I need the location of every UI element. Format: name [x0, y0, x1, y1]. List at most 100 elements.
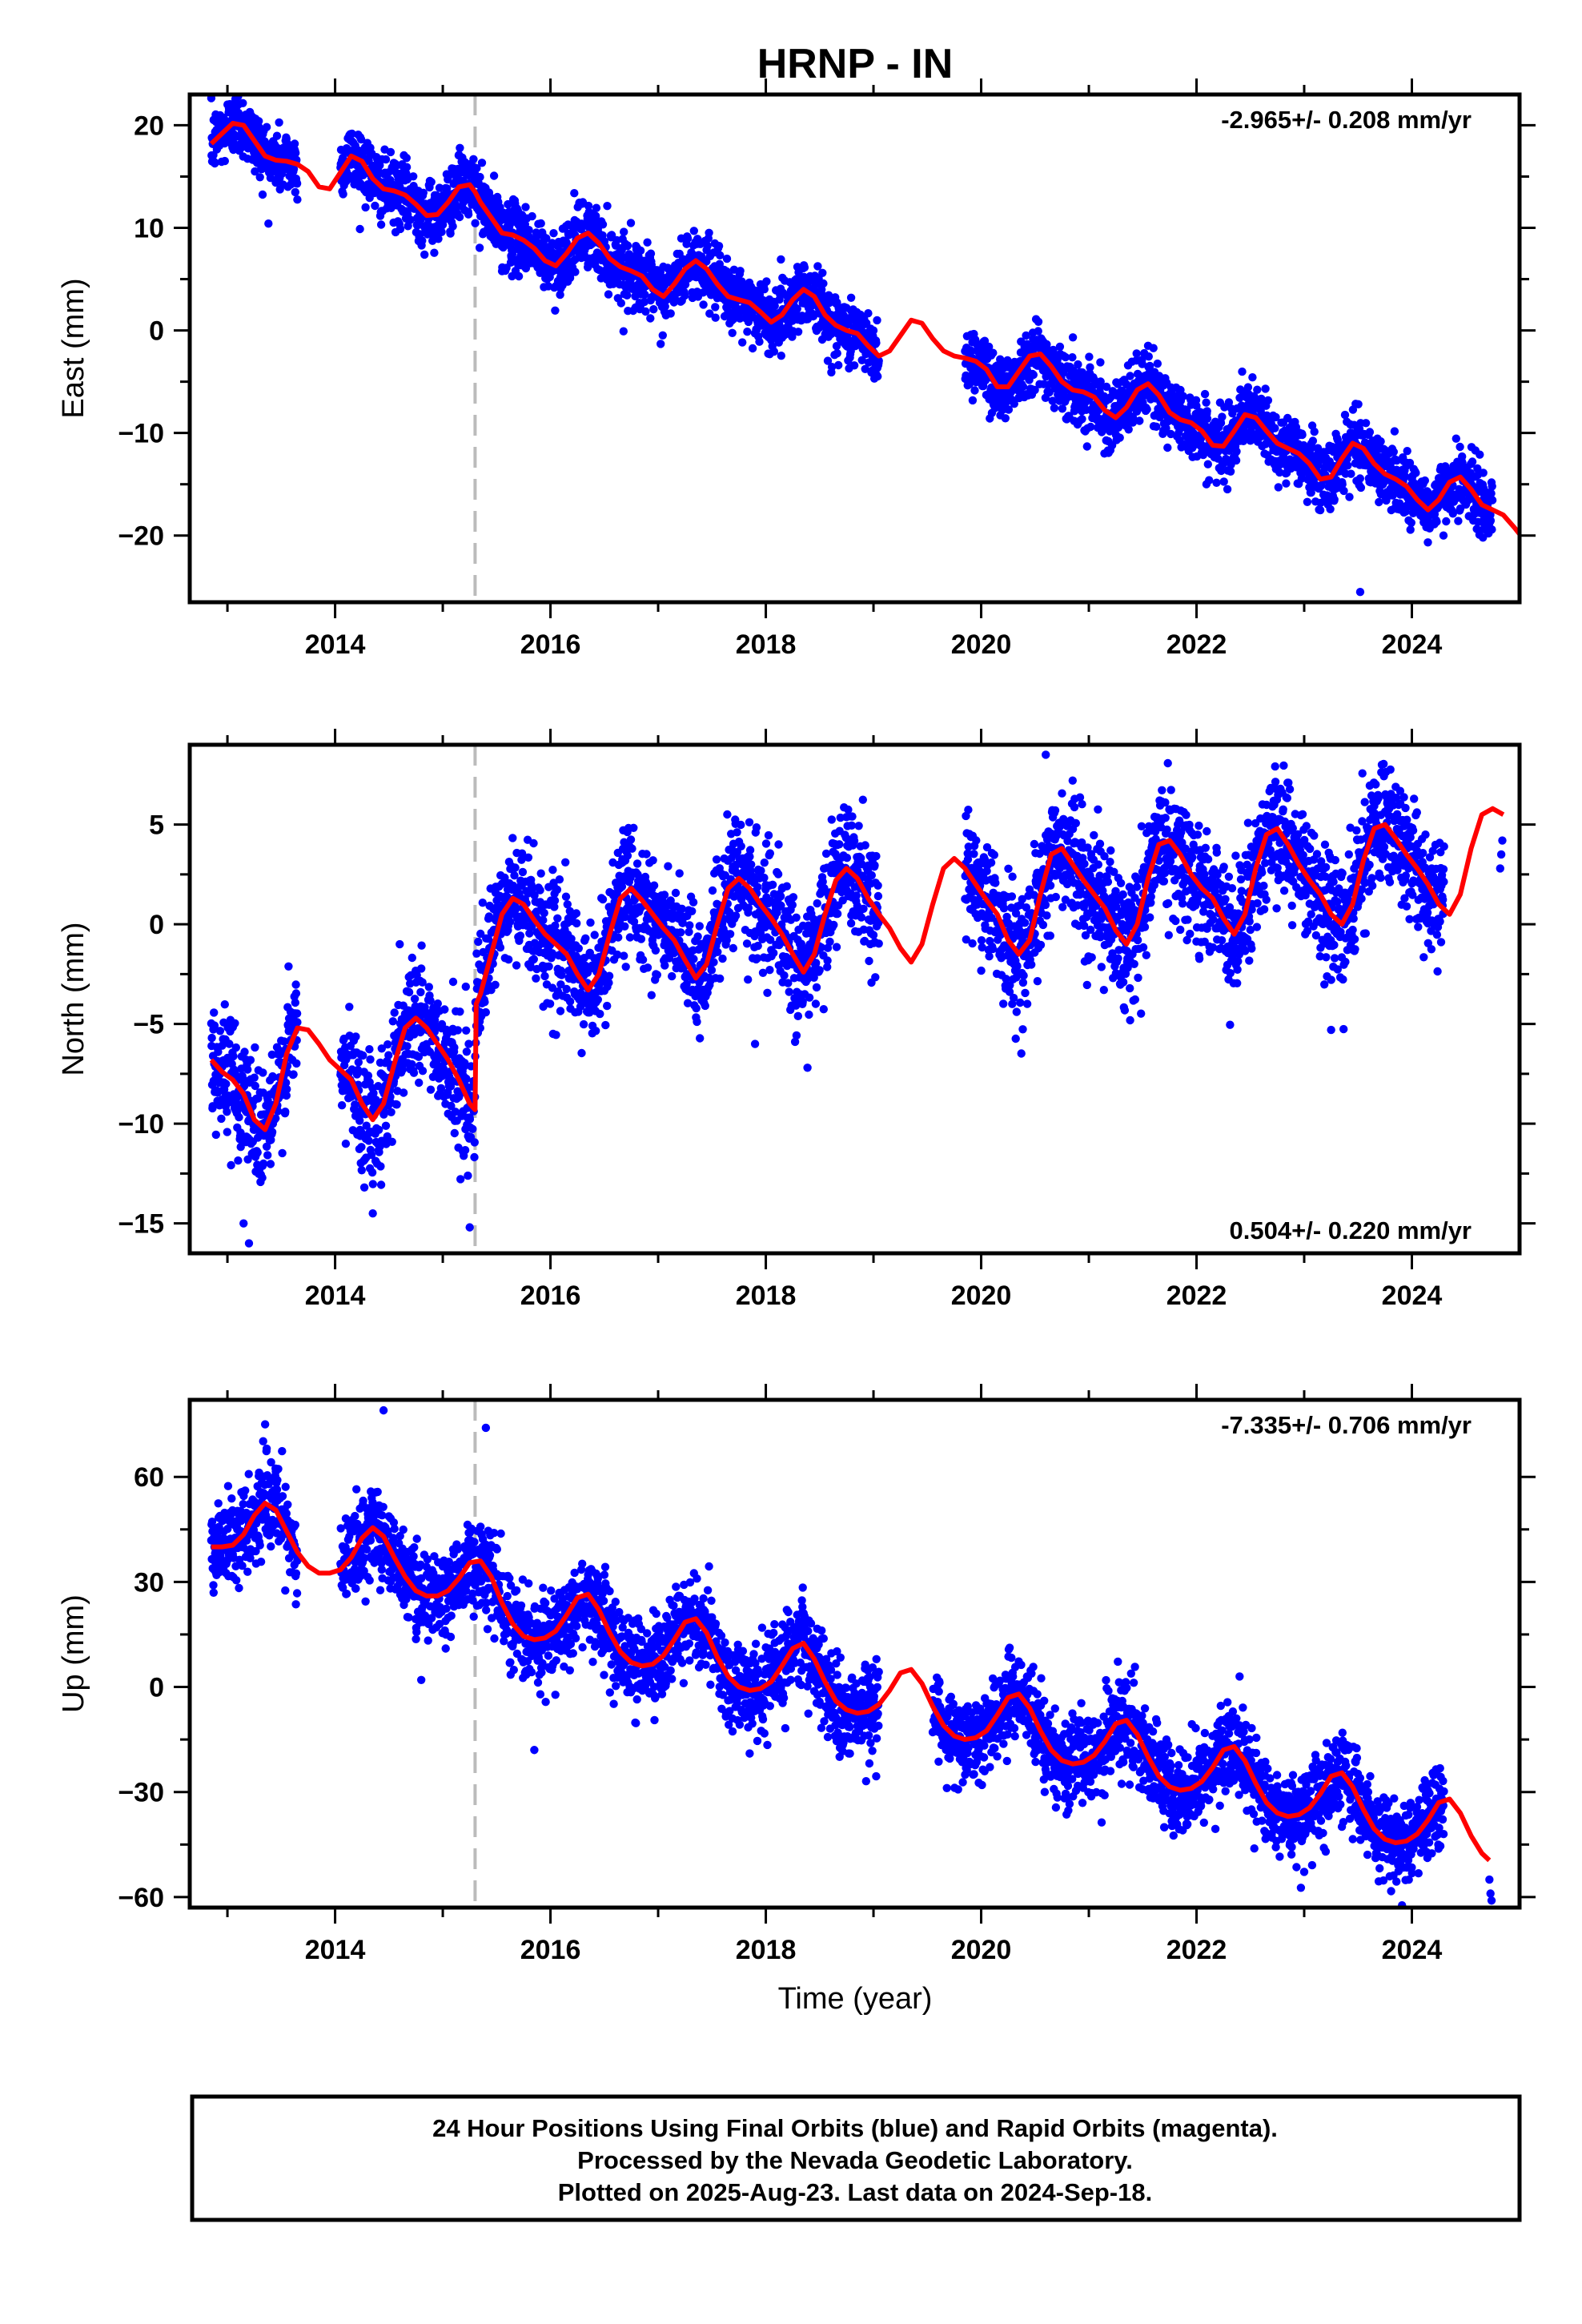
data-point: [1317, 480, 1326, 490]
data-point: [793, 328, 803, 336]
data-point: [375, 1125, 383, 1135]
data-point: [864, 309, 873, 318]
data-point: [229, 1051, 238, 1061]
data-point: [755, 337, 764, 346]
data-point: [464, 1039, 473, 1048]
data-point: [1243, 383, 1253, 392]
data-point: [240, 1047, 249, 1056]
data-point: [255, 117, 263, 126]
data-point: [446, 229, 455, 238]
data-point: [236, 1128, 245, 1137]
data-point: [1223, 485, 1232, 494]
data-point: [1214, 454, 1223, 463]
data-point: [275, 118, 283, 127]
data-point: [220, 156, 229, 166]
data-point: [1086, 422, 1095, 432]
data-point: [545, 999, 555, 1008]
data-point: [1153, 359, 1162, 368]
data-point: [1218, 412, 1227, 421]
data-point: [1389, 448, 1399, 456]
data-point: [1316, 498, 1325, 508]
data-point: [283, 1084, 291, 1094]
data-point: [529, 955, 538, 964]
data-point: [427, 178, 436, 187]
data-point: [418, 978, 427, 987]
data-point: [341, 1140, 351, 1148]
data-point: [512, 961, 521, 970]
data-point: [1068, 333, 1078, 342]
data-point: [666, 309, 675, 318]
data-point: [222, 1080, 231, 1088]
data-point: [351, 1032, 360, 1041]
data-point: [469, 155, 478, 163]
data-point: [264, 219, 273, 228]
data-point: [1001, 414, 1010, 423]
data-point: [351, 1100, 359, 1109]
data-point: [1238, 367, 1247, 376]
data-point: [549, 229, 558, 238]
data-point: [536, 869, 545, 878]
data-point: [1439, 531, 1448, 540]
data-point: [1488, 482, 1496, 491]
data-point: [475, 243, 484, 252]
data-point: [748, 344, 757, 353]
data-point: [291, 148, 300, 158]
data-point: [604, 290, 613, 299]
data-point: [291, 998, 299, 1007]
data-point: [643, 238, 652, 247]
data-point: [528, 923, 536, 931]
data-point: [833, 349, 841, 358]
data-point: [269, 1072, 278, 1082]
data-point: [1135, 416, 1144, 425]
panel-east: 2014 2016 2018 2020 2022 2024−20−1001020East …: [57, 78, 1536, 660]
data-point: [598, 220, 608, 229]
data-point: [571, 267, 580, 276]
data-point: [1298, 430, 1307, 440]
data-point: [1307, 444, 1316, 452]
data-point: [1263, 396, 1273, 405]
data-point: [362, 1121, 371, 1130]
data-point: [386, 147, 396, 157]
data-point: [846, 293, 856, 302]
data-point: [1082, 442, 1092, 451]
data-point: [760, 285, 769, 294]
data-point: [258, 190, 267, 199]
data-point: [408, 953, 416, 963]
data-point: [623, 241, 632, 250]
data-point: [968, 396, 978, 405]
data-point: [293, 1018, 302, 1027]
data-point: [462, 1047, 472, 1056]
data-point: [1271, 424, 1279, 432]
data-point: [1149, 344, 1158, 352]
data-point: [210, 1008, 219, 1017]
data-point: [607, 231, 616, 239]
data-point: [383, 1040, 392, 1049]
data-point: [620, 227, 628, 236]
data-point: [777, 255, 785, 264]
data-point: [464, 210, 473, 219]
data-point: [359, 1183, 369, 1192]
data-point: [470, 1138, 479, 1147]
data-point: [472, 949, 481, 958]
data-point: [1115, 433, 1124, 442]
data-point: [818, 268, 827, 277]
data-point: [218, 1041, 227, 1050]
data-point: [518, 867, 528, 877]
data-point: [1126, 372, 1134, 380]
data-point: [1452, 434, 1461, 443]
data-point: [381, 1121, 391, 1131]
data-point: [433, 999, 442, 1008]
data-point: [420, 250, 429, 259]
data-point: [1142, 405, 1151, 414]
data-point: [1423, 538, 1432, 547]
data-point: [517, 855, 526, 864]
data-point: [1315, 505, 1325, 515]
data-point: [1217, 466, 1226, 476]
data-point: [1361, 419, 1371, 428]
x-tick-label: 2018: [736, 629, 797, 660]
data-point: [465, 1115, 475, 1124]
data-point: [584, 201, 593, 211]
data-point: [470, 1152, 479, 1162]
data-point: [524, 853, 533, 862]
data-point: [736, 314, 745, 323]
